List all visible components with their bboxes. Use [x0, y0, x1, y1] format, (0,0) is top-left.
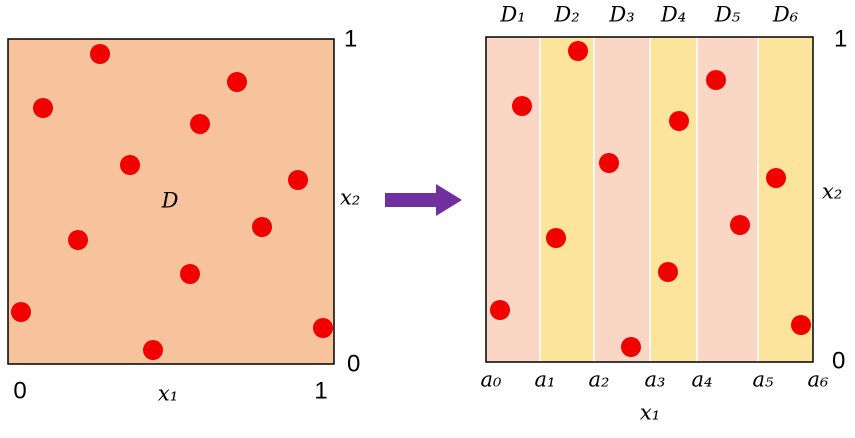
- point: [546, 228, 566, 248]
- boundary-label: a₅: [753, 368, 775, 392]
- boundary-labels: a₀ a₁ a₂ a₃ a₄ a₅ a₆: [481, 368, 830, 392]
- point: [120, 155, 140, 175]
- y-max-label: 1: [834, 25, 847, 52]
- arrow: [385, 184, 462, 216]
- strip: [540, 37, 594, 362]
- strip-label: D₄: [660, 3, 686, 27]
- x-min-label: 0: [13, 377, 26, 404]
- boundary-label: a₀: [481, 368, 503, 392]
- point: [227, 72, 247, 92]
- boundary-label: a₂: [589, 368, 610, 392]
- arrow-shaft: [385, 193, 437, 207]
- point: [791, 315, 811, 335]
- point: [621, 337, 641, 357]
- strip: [697, 37, 758, 362]
- points: [11, 44, 333, 360]
- point: [33, 98, 53, 118]
- right-panel: 1 0 x₂ x₁ D₁ D₂ D₃ D₄ D₅ D₆ a₀ a₁ a₂ a₃ a₄ a₅ a₆: [481, 3, 848, 425]
- strip: [594, 37, 650, 362]
- domain-square: [7, 38, 335, 365]
- y-min-label: 0: [832, 347, 845, 374]
- strip: [758, 37, 813, 362]
- domain-label: D: [161, 189, 179, 213]
- arrow-head: [436, 184, 462, 216]
- point: [143, 340, 163, 360]
- boundary-label: a₁: [535, 368, 556, 392]
- x-axis-label: x₁: [158, 382, 178, 406]
- point: [669, 111, 689, 131]
- boundary-label: a₆: [808, 368, 830, 392]
- y-axis-label: x₂: [822, 180, 842, 204]
- point: [90, 44, 110, 64]
- point: [190, 114, 210, 134]
- point: [568, 41, 588, 61]
- left-panel: 1 0 x₂ 0 1 x₁ D: [7, 25, 360, 406]
- strip-label: D₃: [608, 3, 634, 27]
- point: [313, 318, 333, 338]
- strip-label: D₅: [714, 3, 741, 27]
- y-axis-label: x₂: [340, 186, 360, 210]
- y-max-label: 1: [344, 25, 357, 52]
- point: [180, 264, 200, 284]
- point: [68, 230, 88, 250]
- point: [252, 217, 272, 237]
- domain-square: [485, 36, 814, 363]
- x-axis-label: x₁: [640, 401, 660, 425]
- strip-label: D₁: [499, 3, 525, 27]
- point: [288, 170, 308, 190]
- boundary-label: a₃: [645, 368, 666, 392]
- y-min-label: 0: [347, 350, 360, 377]
- boundary-label: a₄: [692, 368, 713, 392]
- x-max-label: 1: [314, 377, 327, 404]
- point: [658, 262, 678, 282]
- point: [11, 302, 31, 322]
- strip-label: D₆: [772, 3, 799, 27]
- point: [766, 168, 786, 188]
- strip-label: D₂: [553, 3, 579, 27]
- point: [599, 153, 619, 173]
- point: [512, 96, 532, 116]
- point: [706, 70, 726, 90]
- strip: [650, 37, 697, 362]
- strip-labels: D₁ D₂ D₃ D₄ D₅ D₆: [499, 3, 798, 27]
- point: [730, 215, 750, 235]
- strip-dividers: [539, 37, 759, 362]
- points: [490, 41, 811, 357]
- point: [490, 300, 510, 320]
